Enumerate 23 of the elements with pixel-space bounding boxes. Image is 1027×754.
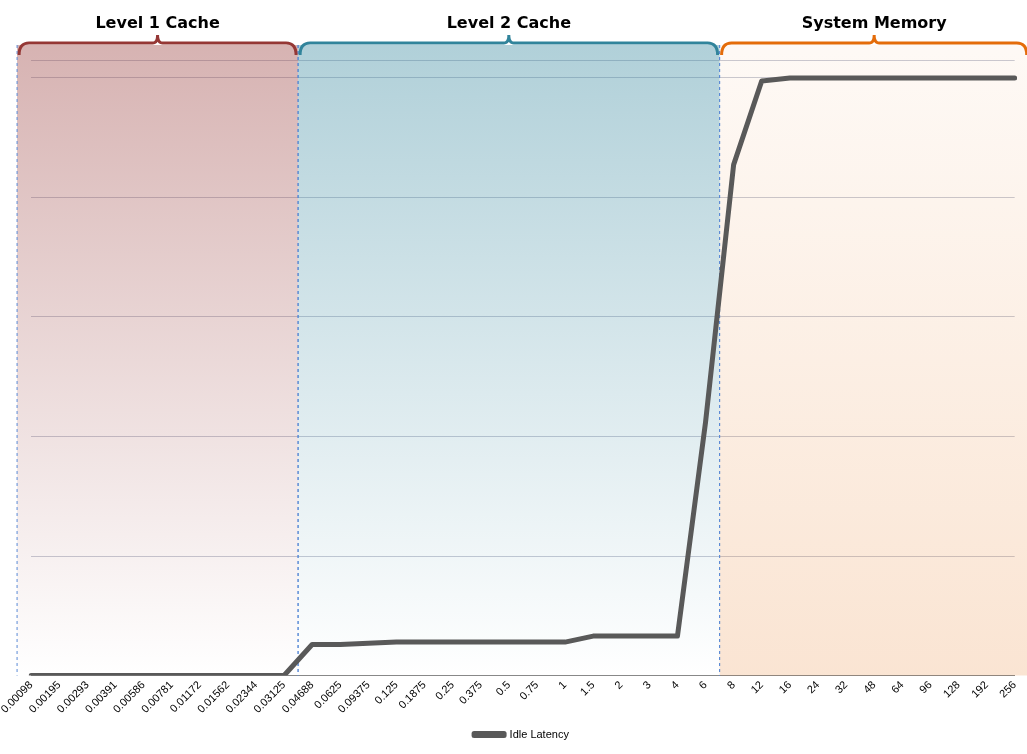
band-label: Level 1 Cache — [95, 13, 220, 33]
x-tick-label: 48 — [860, 678, 878, 696]
x-tick-label: 0.75 — [516, 678, 541, 702]
x-tick-label: 256 — [996, 678, 1019, 700]
band-label: System Memory — [801, 13, 948, 33]
x-tick-label: 12 — [748, 678, 766, 696]
x-tick-label: 24 — [804, 678, 822, 696]
x-tick-label: 6 — [696, 678, 710, 692]
x-tick-label: 96 — [916, 678, 934, 696]
x-tick-label: 4 — [668, 678, 682, 692]
x-tick-label: 8 — [724, 678, 738, 692]
band-label: Level 2 Cache — [446, 13, 572, 33]
x-tick-label: 0.5 — [493, 678, 513, 698]
x-tick-label: 1 — [555, 678, 569, 692]
x-tick-label: 192 — [968, 678, 991, 700]
x-tick-label: 16 — [776, 678, 794, 696]
x-tick-label: 64 — [888, 678, 906, 696]
x-tick-label: 32 — [832, 678, 850, 696]
x-tick-label: 128 — [940, 678, 963, 700]
x-tick-label: 1.5 — [577, 678, 597, 698]
x-tick-label: 2 — [611, 678, 625, 692]
x-tick-label: 3 — [640, 678, 653, 692]
legend-label: Idle Latency — [509, 727, 570, 740]
